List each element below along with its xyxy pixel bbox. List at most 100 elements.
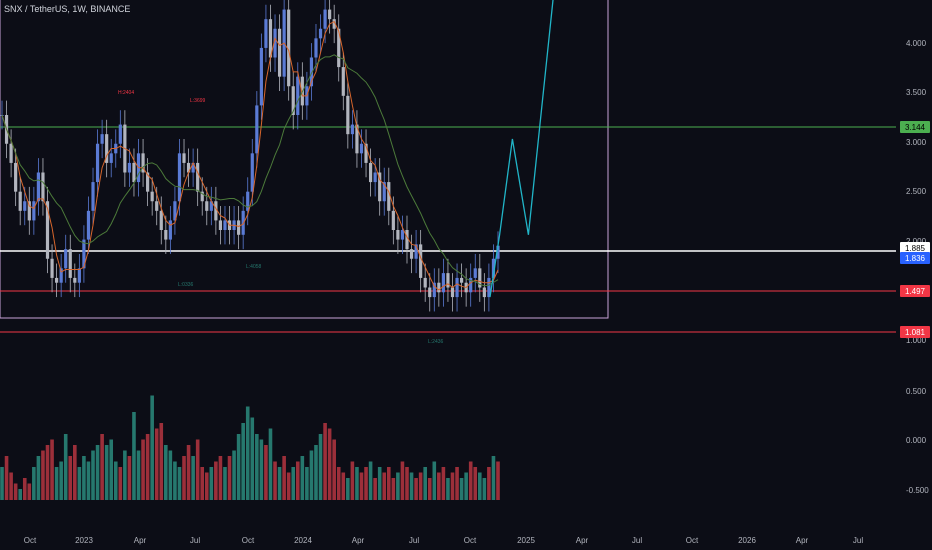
candle <box>387 182 391 211</box>
volume-bar <box>195 439 200 500</box>
candle <box>268 19 273 58</box>
price-tag <box>900 242 930 254</box>
candle <box>27 201 31 221</box>
volume-bar <box>350 461 355 500</box>
y-tick-label: 3.500 <box>906 88 927 97</box>
x-tick-label: Apr <box>796 536 809 545</box>
candle <box>368 162 373 183</box>
volume-bar <box>482 478 487 500</box>
volume-bar <box>204 472 209 500</box>
candle <box>159 210 163 230</box>
y-tick-label: 2.000 <box>906 237 927 246</box>
volume-bar <box>209 467 214 500</box>
volume-bar <box>405 467 409 500</box>
volume-bar <box>73 445 77 500</box>
candle <box>173 201 177 221</box>
candle <box>309 57 314 87</box>
volume-bar <box>305 467 309 500</box>
volume-bar <box>77 467 82 500</box>
volume-bar <box>86 461 91 500</box>
candle <box>409 249 414 259</box>
volume-bar <box>468 461 473 500</box>
candle <box>255 105 259 154</box>
candle <box>168 220 172 240</box>
annotation-label: L:2436 <box>428 339 444 345</box>
ma-fast-line <box>1 20 499 291</box>
candle <box>355 124 359 154</box>
volume-bar <box>418 472 423 500</box>
candle <box>459 277 464 283</box>
candle <box>141 153 145 173</box>
y-tick-label: 4.000 <box>906 39 927 48</box>
volume-bar <box>63 434 68 500</box>
candle <box>105 134 109 163</box>
candle <box>350 124 354 135</box>
volume-bar <box>223 467 227 500</box>
volume-bar <box>132 412 136 500</box>
candle <box>423 277 427 288</box>
volume-bar <box>118 467 123 500</box>
volume-bar <box>496 461 500 500</box>
volume-bar <box>36 456 41 500</box>
candle <box>400 230 405 240</box>
volume-bar <box>45 445 50 500</box>
volume-bar <box>364 467 368 500</box>
volume-bar <box>236 434 241 500</box>
volume-bar <box>341 472 346 500</box>
volume-bar <box>382 472 387 500</box>
annotation-label: L:3699 <box>190 98 206 104</box>
volume-bar <box>22 478 27 500</box>
volume-bar <box>391 478 396 500</box>
candle <box>41 172 45 202</box>
volume-bar <box>100 434 104 500</box>
volume-bar <box>377 467 382 500</box>
candle <box>132 162 136 183</box>
candle <box>432 282 436 298</box>
volume-bar <box>409 472 414 500</box>
volume-bar <box>173 461 177 500</box>
volume-bar <box>286 472 291 500</box>
volume-bar <box>255 434 259 500</box>
candle <box>100 134 104 144</box>
volume-bar <box>441 467 446 500</box>
candle <box>446 273 450 288</box>
candle <box>346 95 350 135</box>
volume-bar <box>0 467 4 500</box>
candle <box>437 282 441 293</box>
volume-bar <box>487 467 491 500</box>
candle <box>419 244 423 278</box>
volume-bar <box>386 467 391 500</box>
volume-bar <box>191 456 195 500</box>
volume-bar <box>141 439 145 500</box>
volume-bar <box>186 445 191 500</box>
volume-bar <box>227 456 232 500</box>
volume-bar <box>346 478 350 500</box>
price-tag-label: 1.497 <box>905 287 926 296</box>
candle <box>209 201 213 211</box>
volume-bar <box>127 456 132 500</box>
volume-bar <box>437 472 441 500</box>
candle <box>109 153 113 163</box>
y-tick-label: 2.500 <box>906 187 927 196</box>
volume-bar <box>68 456 73 500</box>
price-tag <box>900 326 930 338</box>
chart-title: SNX / TetherUS, 1W, BINANCE <box>4 4 131 14</box>
candle <box>396 230 400 240</box>
candle <box>45 201 50 259</box>
volume-bar <box>368 461 373 500</box>
candle <box>359 143 364 154</box>
volume-bar <box>432 461 437 500</box>
volume-bar <box>314 445 318 500</box>
candle <box>450 287 455 298</box>
candle <box>273 28 277 58</box>
y-tick-label: 3.000 <box>906 138 927 147</box>
volume-bar <box>113 461 118 500</box>
candle <box>441 273 445 293</box>
candle <box>18 191 22 211</box>
candle <box>205 201 209 211</box>
volume-bar <box>27 483 32 500</box>
candle <box>478 268 482 288</box>
candle <box>14 162 18 192</box>
volume-bar <box>477 472 482 500</box>
